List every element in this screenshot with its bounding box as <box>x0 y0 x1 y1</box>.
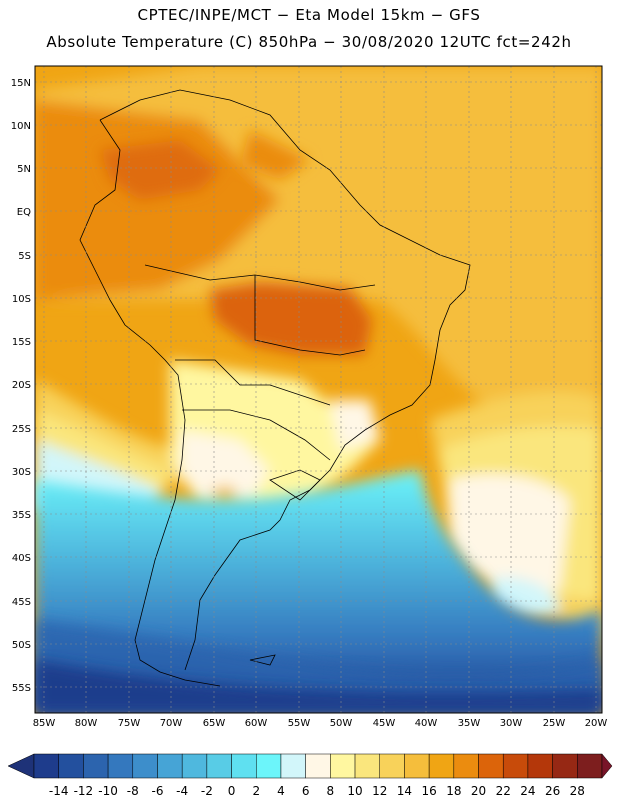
colorbar-swatch <box>206 753 232 779</box>
lon-label: 25W <box>543 718 566 729</box>
temperature-field <box>35 66 602 713</box>
colorbar-label: -6 <box>151 784 163 798</box>
colorbar-swatch <box>330 753 356 779</box>
colorbar-label: 6 <box>302 784 310 798</box>
colorbar: -14 -12 -10 -8 -6 -4 -2 0 2 4 6 8 10 12 14 16 18 20 22 24 26… <box>7 753 613 798</box>
colorbar-label: 8 <box>327 784 335 798</box>
colorbar-end-low <box>7 753 35 779</box>
colorbar-swatch <box>379 753 405 779</box>
colorbar-swatch <box>256 753 282 779</box>
colorbar-label: -4 <box>176 784 188 798</box>
coastlines <box>79 89 471 687</box>
colorbar-swatch <box>231 753 257 779</box>
lat-label: 15S <box>12 337 31 348</box>
lon-label: 60W <box>245 718 268 729</box>
lat-label: 10S <box>12 294 31 305</box>
colorbar-label: 12 <box>372 784 387 798</box>
colorbar-swatch <box>83 753 109 779</box>
colorbar-swatch <box>453 753 479 779</box>
colorbar-label: -2 <box>201 784 213 798</box>
colorbar-label: 10 <box>347 784 362 798</box>
colorbar-swatch <box>404 753 430 779</box>
colorbar-swatch <box>58 753 84 779</box>
colorbar-swatch <box>107 753 134 779</box>
colorbar-label: 22 <box>496 784 511 798</box>
latitude-labels: 15N 10N 5N EQ 5S 10S 15S 20S 25S 30S 35S… <box>11 78 31 694</box>
colorbar-swatch <box>181 753 208 779</box>
colorbar-end-high <box>601 753 613 779</box>
colorbar-label: 28 <box>570 784 585 798</box>
colorbar-swatch <box>132 753 158 779</box>
lon-label: 55W <box>288 718 311 729</box>
title-line-2: Absolute Temperature (C) 850hPa − 30/08/… <box>46 33 572 51</box>
colorbar-label: -10 <box>98 784 118 798</box>
lat-label: 30S <box>12 467 31 478</box>
lon-label: 85W <box>33 718 56 729</box>
colorbar-swatch <box>552 753 578 779</box>
lat-label: 55S <box>12 683 31 694</box>
longitude-labels: 85W 80W 75W 70W 65W 60W 55W 50W 45W 40W … <box>33 718 608 729</box>
lon-label: 45W <box>373 718 396 729</box>
lon-label: 35W <box>458 718 481 729</box>
lon-label: 40W <box>415 718 438 729</box>
colorbar-label: 2 <box>252 784 260 798</box>
colorbar-swatch <box>33 753 59 779</box>
colorbar-label: -14 <box>49 784 69 798</box>
lat-label: 35S <box>12 510 31 521</box>
lon-label: 50W <box>330 718 353 729</box>
colorbar-label: -12 <box>74 784 94 798</box>
lat-label: 5N <box>17 164 31 175</box>
colorbar-swatch <box>157 753 183 779</box>
lat-label: 50S <box>12 640 31 651</box>
lat-label: EQ <box>17 207 31 218</box>
lat-label: 25S <box>12 424 31 435</box>
title-line-1: CPTEC/INPE/MCT − Eta Model 15km − GFS <box>137 6 481 24</box>
colorbar-swatch <box>280 753 306 779</box>
colorbar-label: 16 <box>421 784 436 798</box>
lon-label: 75W <box>118 718 141 729</box>
colorbar-label: -8 <box>127 784 139 798</box>
lat-label: 20S <box>12 380 31 391</box>
lon-label: 20W <box>585 718 608 729</box>
colorbar-label: 20 <box>471 784 486 798</box>
colorbar-swatch <box>305 753 331 779</box>
colorbar-swatch <box>527 753 553 779</box>
colorbar-label: 24 <box>520 784 535 798</box>
lon-label: 30W <box>500 718 523 729</box>
colorbar-swatch <box>428 753 455 779</box>
colorbar-label: 4 <box>277 784 285 798</box>
lon-label: 70W <box>160 718 183 729</box>
map-frame <box>34 65 603 714</box>
lat-label: 40S <box>12 553 31 564</box>
lat-label: 10N <box>11 121 31 132</box>
lat-label: 5S <box>18 251 31 262</box>
lat-label: 15N <box>11 78 31 89</box>
lon-label: 65W <box>203 718 226 729</box>
colorbar-label: 26 <box>545 784 560 798</box>
lon-label: 80W <box>75 718 98 729</box>
colorbar-label: 14 <box>397 784 412 798</box>
colorbar-swatch <box>354 753 380 779</box>
colorbar-swatch <box>577 753 603 779</box>
colorbar-swatch <box>502 753 529 779</box>
colorbar-label: 18 <box>446 784 461 798</box>
lat-label: 45S <box>12 597 31 608</box>
colorbar-swatch <box>478 753 504 779</box>
colorbar-label: 0 <box>228 784 236 798</box>
